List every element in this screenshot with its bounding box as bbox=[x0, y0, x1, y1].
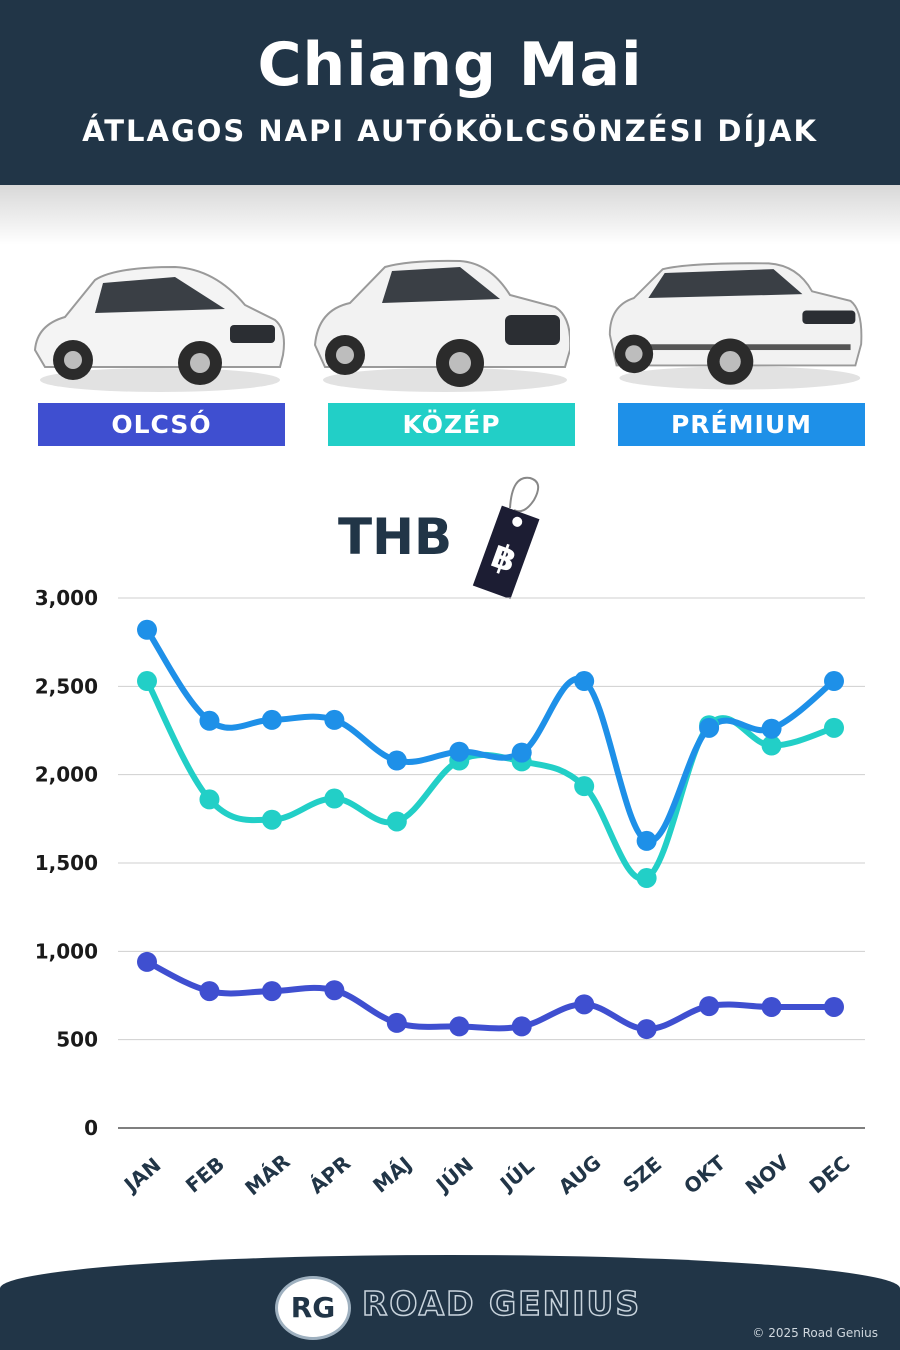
footer bbox=[0, 1255, 900, 1350]
data-point bbox=[636, 830, 657, 851]
data-point bbox=[761, 996, 782, 1017]
x-tick-label: DEC bbox=[805, 1151, 855, 1198]
data-point bbox=[824, 996, 844, 1017]
copyright-text: © 2025 Road Genius bbox=[752, 1326, 878, 1340]
header: Chiang Mai ÁTLAGOS NAPI AUTÓKÖLCSÖNZÉSI … bbox=[0, 0, 900, 185]
x-tick-label: FEB bbox=[181, 1152, 229, 1198]
data-point bbox=[511, 1016, 532, 1037]
x-tick-label: MÁJ bbox=[368, 1152, 416, 1198]
x-tick-label: NOV bbox=[741, 1149, 794, 1199]
data-point bbox=[824, 671, 844, 692]
data-point bbox=[761, 735, 782, 756]
y-tick-label: 0 bbox=[84, 1116, 98, 1140]
data-point bbox=[137, 671, 157, 692]
x-tick-label: MÁR bbox=[240, 1149, 294, 1200]
price-tag-icon: ฿ bbox=[472, 476, 540, 600]
x-tick-label: AUG bbox=[554, 1150, 606, 1199]
category-premium-label: PRÉMIUM bbox=[618, 403, 865, 446]
page-subtitle: ÁTLAGOS NAPI AUTÓKÖLCSÖNZÉSI DÍJAK bbox=[82, 114, 818, 148]
x-tick-label: JÚN bbox=[430, 1152, 478, 1198]
data-point bbox=[386, 750, 407, 771]
data-point bbox=[574, 671, 595, 692]
data-point bbox=[449, 1016, 470, 1037]
x-tick-label: JÚL bbox=[494, 1154, 539, 1197]
brand-logo-mark: RG bbox=[275, 1276, 351, 1340]
y-tick-label: 2,000 bbox=[35, 763, 98, 787]
data-point bbox=[511, 742, 532, 763]
data-point bbox=[137, 951, 157, 972]
page-title: Chiang Mai bbox=[257, 30, 643, 100]
data-point bbox=[636, 1019, 657, 1040]
y-tick-label: 1,000 bbox=[35, 939, 98, 963]
data-point bbox=[699, 996, 720, 1017]
brand-name: ROAD GENIUS bbox=[361, 1283, 642, 1324]
data-point bbox=[449, 741, 470, 762]
y-tick-label: 2,500 bbox=[35, 674, 98, 698]
data-point bbox=[261, 981, 282, 1002]
category-olcso-label: OLCSÓ bbox=[38, 403, 285, 446]
data-point bbox=[636, 868, 657, 889]
data-point bbox=[574, 776, 595, 797]
y-tick-label: 500 bbox=[56, 1028, 98, 1052]
data-point bbox=[324, 788, 345, 809]
data-point bbox=[386, 811, 407, 832]
data-point bbox=[324, 980, 345, 1001]
suv-car-image bbox=[313, 259, 570, 392]
data-point bbox=[324, 709, 345, 730]
data-point bbox=[761, 718, 782, 739]
y-tick-label: 1,500 bbox=[35, 851, 98, 875]
x-tick-label: ÁPR bbox=[305, 1151, 355, 1199]
data-point bbox=[824, 717, 844, 738]
line-chart: 0 500 1,000 1,500 2,000 2,500 3,000 JAN FEB MÁR ÁP… bbox=[35, 586, 865, 1200]
category-kozep-label: KÖZÉP bbox=[328, 403, 575, 446]
premium-suv-car-image bbox=[608, 262, 863, 390]
series-line bbox=[144, 958, 837, 1033]
series-line bbox=[144, 626, 837, 845]
currency-label: THB bbox=[338, 508, 453, 566]
header-shadow bbox=[0, 185, 900, 245]
data-point bbox=[574, 994, 595, 1015]
data-point bbox=[137, 619, 157, 640]
x-tick-label: SZE bbox=[618, 1152, 666, 1198]
data-point bbox=[699, 717, 720, 738]
data-point bbox=[199, 789, 220, 810]
x-tick-label: OKT bbox=[679, 1150, 730, 1198]
series-line bbox=[144, 678, 837, 882]
y-tick-label: 3,000 bbox=[35, 586, 98, 610]
hatchback-car-image bbox=[33, 265, 285, 392]
data-point bbox=[386, 1012, 407, 1033]
data-point bbox=[199, 981, 220, 1002]
x-tick-label: JAN bbox=[118, 1153, 165, 1198]
data-point bbox=[261, 709, 282, 730]
data-point bbox=[261, 809, 282, 830]
data-point bbox=[199, 710, 220, 731]
